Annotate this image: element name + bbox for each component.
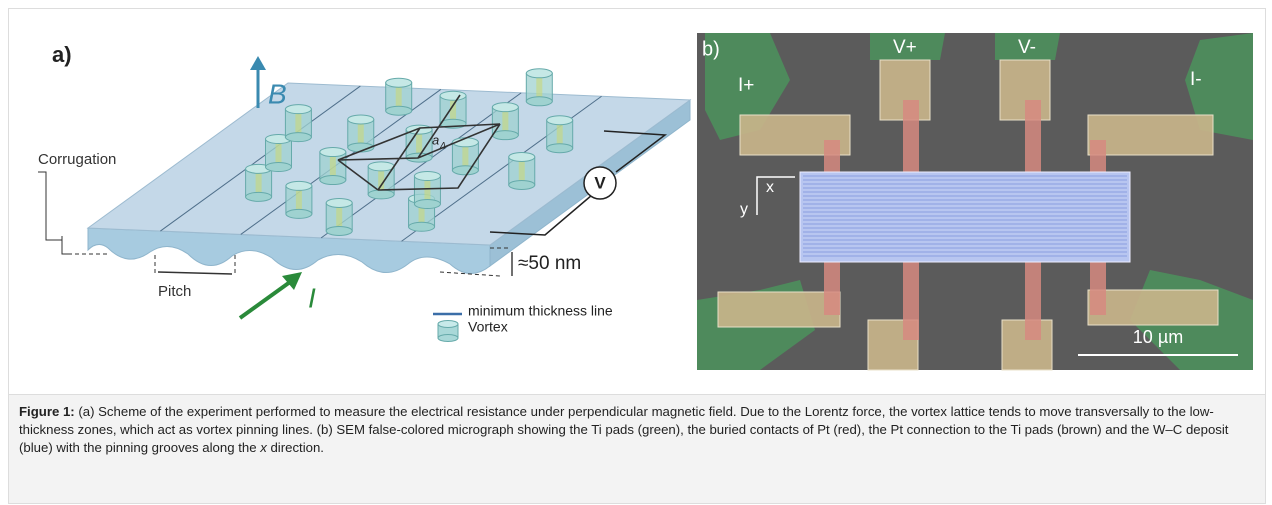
vortices bbox=[320, 148, 346, 157]
vortices bbox=[386, 106, 412, 115]
vortices bbox=[492, 103, 518, 112]
current-arrow bbox=[240, 282, 290, 318]
corrugation-label: Corrugation bbox=[38, 151, 116, 168]
vortices bbox=[409, 222, 435, 231]
vortices bbox=[509, 152, 535, 161]
vortices bbox=[509, 180, 535, 189]
vortices bbox=[320, 176, 346, 185]
vortices bbox=[246, 192, 272, 201]
vortices bbox=[326, 226, 352, 235]
vortices bbox=[526, 69, 552, 78]
brown-pads bbox=[1088, 115, 1213, 155]
vortices bbox=[368, 190, 394, 199]
pitch-arrow bbox=[158, 272, 232, 274]
panel-label: a) bbox=[52, 42, 72, 67]
legend-vortex bbox=[438, 321, 458, 328]
axis-label: x bbox=[766, 179, 774, 196]
vortices bbox=[348, 115, 374, 124]
voltmeter-label: V bbox=[594, 173, 606, 192]
legend-vortex bbox=[438, 335, 458, 342]
caption-text: (a) Scheme of the experiment performed t… bbox=[19, 404, 1228, 455]
caption: Figure 1: (a) Scheme of the experiment p… bbox=[8, 394, 1266, 504]
body: a) a Δ V B I Corrugation Pitch ≈50 nm mi… bbox=[0, 0, 1272, 505]
vortices bbox=[440, 91, 466, 100]
vortices bbox=[285, 133, 311, 142]
panel-label: b) bbox=[702, 38, 720, 60]
contact-label: V+ bbox=[893, 37, 917, 58]
vortices bbox=[452, 166, 478, 175]
caption-italic: x bbox=[260, 440, 267, 455]
bracket bbox=[38, 172, 62, 240]
vortices bbox=[368, 162, 394, 171]
vortices bbox=[414, 199, 440, 208]
legend-label: minimum thickness line bbox=[468, 303, 613, 319]
field-arrow-head bbox=[250, 56, 266, 70]
thickness-label: ≈50 nm bbox=[518, 253, 581, 274]
contact-label: I+ bbox=[738, 75, 754, 96]
brown-pads bbox=[718, 292, 840, 327]
vortices bbox=[526, 97, 552, 106]
vortices bbox=[286, 209, 312, 218]
vortices bbox=[547, 144, 573, 153]
vortices bbox=[285, 105, 311, 114]
vortices bbox=[326, 198, 352, 207]
panel-a: a) a Δ V B I Corrugation Pitch ≈50 nm mi… bbox=[38, 42, 690, 342]
field-label: B bbox=[268, 78, 287, 109]
contact-label: V- bbox=[1018, 37, 1036, 58]
vortices bbox=[492, 131, 518, 140]
axis-label: y bbox=[740, 201, 748, 218]
panel-b: b) V+ V- I+ I- x y 10 µm bbox=[697, 33, 1253, 370]
lattice-label: a bbox=[432, 132, 439, 147]
vortices bbox=[547, 116, 573, 125]
current-label: I bbox=[308, 282, 316, 313]
vortices bbox=[266, 163, 292, 172]
brown-pads bbox=[1088, 290, 1218, 325]
lattice-subscript: Δ bbox=[439, 140, 446, 150]
legend-vortex bbox=[438, 321, 458, 342]
page: Figure 1 {"figure": { "panel_a": {"label… bbox=[0, 0, 1272, 505]
contact-label: I- bbox=[1190, 69, 1202, 90]
caption-text: direction. bbox=[267, 440, 324, 455]
bracket bbox=[62, 236, 68, 254]
pitch-label: Pitch bbox=[158, 283, 191, 300]
pinning-grooves bbox=[803, 176, 1127, 256]
vortices bbox=[386, 78, 412, 87]
scale-label: 10 µm bbox=[1133, 327, 1183, 347]
figure: a) a Δ V B I Corrugation Pitch ≈50 nm mi… bbox=[0, 0, 1272, 395]
vortices bbox=[286, 181, 312, 190]
legend-label: Vortex bbox=[468, 319, 508, 335]
caption-label: Figure 1: bbox=[19, 404, 75, 419]
vortices bbox=[414, 171, 440, 180]
